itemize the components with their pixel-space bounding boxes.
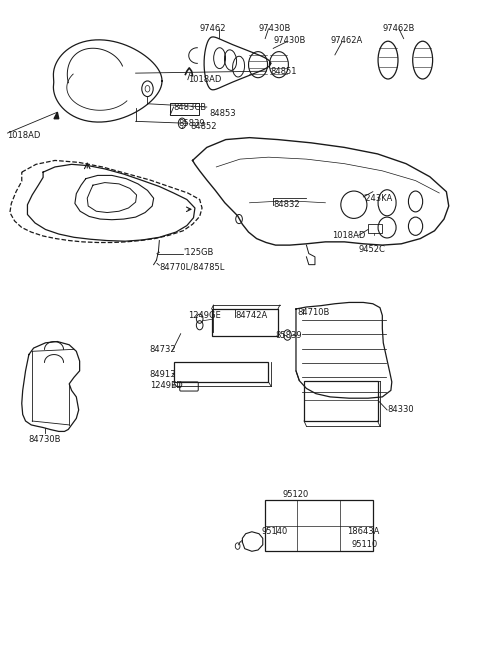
Text: 84832: 84832: [273, 200, 300, 209]
Text: 97462B: 97462B: [383, 24, 415, 34]
Text: 84742A: 84742A: [235, 311, 267, 320]
Text: 84730B: 84730B: [29, 435, 61, 443]
Bar: [170, 103, 199, 115]
Text: 1018AD: 1018AD: [188, 75, 221, 84]
Text: 9452C: 9452C: [359, 244, 385, 254]
Bar: [304, 380, 378, 421]
Text: 18643A: 18643A: [347, 528, 379, 536]
Polygon shape: [54, 112, 59, 119]
Text: 84853: 84853: [209, 109, 236, 118]
Text: 84851: 84851: [271, 66, 297, 76]
Text: 1018AD: 1018AD: [333, 231, 366, 240]
Text: '125GB: '125GB: [183, 248, 214, 257]
Bar: [212, 309, 278, 336]
Text: 97430B: 97430B: [259, 24, 291, 34]
Text: 84913: 84913: [150, 370, 176, 378]
Bar: [174, 363, 268, 382]
Text: 95120: 95120: [283, 490, 309, 499]
Text: 8483CB: 8483CB: [174, 102, 207, 112]
Bar: [264, 501, 373, 551]
Text: 95140: 95140: [261, 528, 288, 536]
Text: 97462: 97462: [200, 24, 226, 34]
Text: 84770L/84785L: 84770L/84785L: [159, 262, 225, 271]
Text: 85839: 85839: [276, 330, 302, 340]
Text: 84330: 84330: [387, 405, 414, 415]
Bar: [368, 224, 383, 233]
Text: 84852: 84852: [190, 122, 216, 131]
Text: 97430B: 97430B: [273, 36, 306, 45]
Text: 1018AD: 1018AD: [8, 131, 41, 139]
Text: 84732: 84732: [150, 345, 177, 354]
Text: 1249ED: 1249ED: [150, 380, 182, 390]
Text: 97462A: 97462A: [330, 36, 362, 45]
Text: 95110: 95110: [351, 540, 378, 549]
Text: 85839: 85839: [179, 119, 205, 128]
Text: '243KA: '243KA: [363, 194, 393, 203]
Text: 84710B: 84710B: [297, 307, 329, 317]
Text: 1249GE: 1249GE: [188, 311, 221, 320]
